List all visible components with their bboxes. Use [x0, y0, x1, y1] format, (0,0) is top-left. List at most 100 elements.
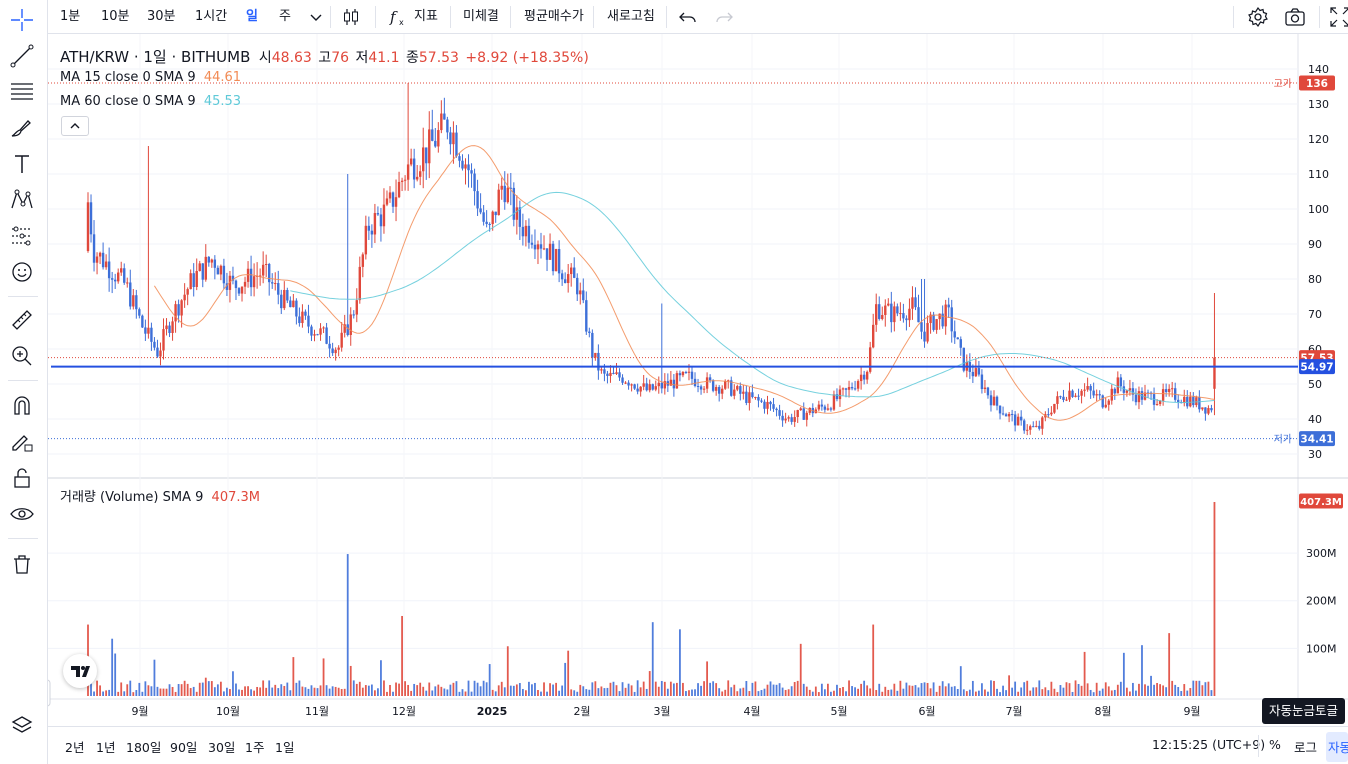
ma15-legend[interactable]: MA 15 close 0 SMA 9 44.61 [60, 70, 241, 85]
candle-body [1167, 388, 1171, 393]
log-scale-toggle[interactable]: 로그 [1294, 740, 1318, 755]
candle-body [923, 331, 926, 342]
magnet-icon[interactable] [8, 392, 36, 420]
ma60-legend[interactable]: MA 60 close 0 SMA 9 45.53 [60, 94, 241, 109]
unfilled-orders-button[interactable]: 미체결 [463, 9, 499, 24]
interval-1w[interactable]: 주 [279, 9, 291, 24]
interval-1d[interactable]: 일 [246, 9, 258, 24]
candle-body [799, 408, 802, 411]
candle-body [156, 347, 159, 357]
volume-bar [978, 690, 980, 696]
candle-body [328, 343, 331, 349]
volume-bar [1162, 685, 1165, 696]
volume-bar [162, 688, 165, 696]
fib-lines-icon[interactable] [8, 78, 36, 106]
indicators-button[interactable]: 지표 [414, 9, 438, 24]
candle-body [699, 386, 703, 390]
candle-body [566, 274, 570, 284]
volume-bar [627, 683, 630, 696]
price-chart[interactable]: 14013012011010090807060504030300M200M100… [48, 34, 1348, 726]
pattern-icon[interactable] [8, 186, 36, 214]
volume-bar [1180, 691, 1183, 696]
candle-body [400, 180, 404, 182]
volume-legend[interactable]: 거래량 (Volume) SMA 9 407.3M [60, 486, 260, 505]
volume-bar [899, 680, 902, 696]
range-1w[interactable]: 1주 [245, 740, 265, 755]
unlock-icon[interactable] [8, 464, 36, 492]
candle-body [467, 164, 470, 171]
emoji-icon[interactable] [8, 258, 36, 286]
trendline-icon[interactable] [8, 42, 36, 70]
lock-drawing-icon[interactable] [8, 428, 36, 456]
candle-body [98, 252, 102, 257]
candle-body [440, 113, 443, 131]
ruler-icon[interactable] [8, 306, 36, 334]
candle-body [240, 286, 244, 294]
volume-bar [754, 681, 757, 696]
prediction-icon[interactable] [8, 222, 36, 250]
range-180d[interactable]: 180일 [126, 740, 162, 755]
candles-icon[interactable] [339, 5, 363, 29]
candle-body [693, 378, 697, 386]
tradingview-logo[interactable] [63, 654, 97, 688]
volume-bar [198, 682, 201, 696]
range-1y[interactable]: 1년 [96, 740, 116, 755]
percent-scale-toggle[interactable]: % [1269, 737, 1281, 752]
candle-body [971, 371, 975, 377]
candle-body [446, 119, 449, 133]
candle-body [929, 314, 932, 324]
volume-bar [404, 681, 406, 696]
volume-bar [748, 691, 751, 696]
volume-bar [1056, 692, 1059, 696]
candle-body [998, 405, 1002, 414]
zoom-in-icon[interactable] [8, 342, 36, 370]
volume-bar [570, 689, 573, 696]
layers-icon[interactable] [8, 712, 36, 740]
text-icon[interactable] [8, 150, 36, 178]
interval-10m[interactable]: 10분 [101, 9, 130, 24]
brush-icon[interactable] [8, 114, 36, 142]
candle-body [1192, 396, 1195, 406]
range-1d[interactable]: 1일 [275, 740, 295, 755]
interval-1m[interactable]: 1분 [60, 9, 81, 24]
fullscreen-icon[interactable] [1328, 5, 1348, 29]
chevron-down-icon[interactable] [304, 5, 328, 29]
interval-1h[interactable]: 1시간 [195, 9, 228, 24]
avg-price-button[interactable]: 평균매수가 [524, 9, 584, 24]
candle-body [941, 313, 944, 327]
clock[interactable]: 12:15:25 (UTC+9) [1152, 737, 1266, 752]
volume-bar [624, 687, 627, 696]
auto-scale-toggle[interactable]: 자동 [1326, 732, 1348, 762]
chart-area[interactable]: 140 130 120 110 100 90 80 70 60 50 40 30 300M 200M 100… [48, 34, 1348, 726]
candle-body [841, 388, 845, 390]
candle-body [1010, 413, 1014, 415]
interval-30m[interactable]: 30분 [147, 9, 176, 24]
range-90d[interactable]: 90일 [170, 740, 198, 755]
candle-body [645, 383, 648, 391]
ma15-line [153, 145, 1215, 421]
eye-icon[interactable] [8, 500, 36, 528]
volume-bar [1080, 685, 1083, 696]
trash-icon[interactable] [8, 550, 36, 578]
redo-icon[interactable] [712, 5, 736, 29]
time-tick-label: 9월 [1183, 705, 1200, 718]
undo-icon[interactable] [676, 5, 700, 29]
high-tag-label: 고가 [1274, 78, 1292, 90]
volume-bar [1098, 690, 1101, 696]
legend-collapse-button[interactable] [61, 116, 89, 136]
candle-body [313, 334, 316, 336]
crosshair-icon[interactable] [8, 6, 36, 34]
volume-bar [425, 690, 428, 696]
symbol-legend: ATH/KRW · 1일 · BITHUMB 시48.63 고76 저41.1 … [60, 46, 589, 67]
volume-bar [651, 622, 654, 696]
volume-bar [108, 689, 111, 696]
refresh-button[interactable]: 새로고침 [607, 9, 655, 24]
camera-icon[interactable] [1283, 5, 1307, 29]
volume-bar [304, 687, 307, 696]
volume-bar [633, 691, 636, 696]
range-30d[interactable]: 30일 [208, 740, 236, 755]
settings-gear-icon[interactable] [1246, 5, 1270, 29]
volume-bar [389, 684, 391, 696]
range-2y[interactable]: 2년 [65, 740, 85, 755]
